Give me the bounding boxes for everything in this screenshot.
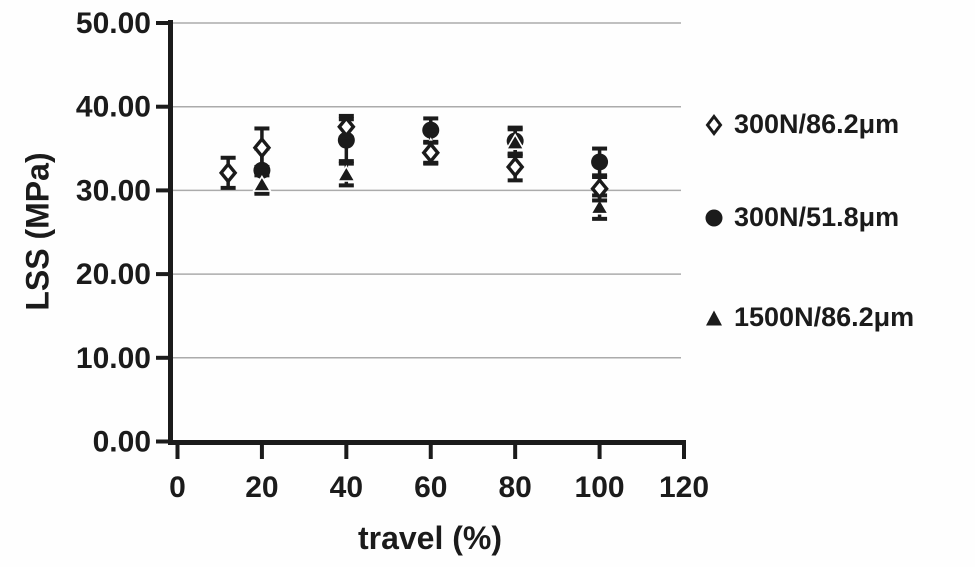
y-tick-label: 0.00 [93, 426, 151, 459]
y-tick-label: 20.00 [76, 258, 151, 291]
marker-triangle-icon [505, 133, 526, 150]
x-tick-label: 120 [659, 471, 709, 504]
x-tick-label: 40 [330, 471, 363, 504]
x-tick-label: 60 [414, 471, 447, 504]
marker-diamond-icon [505, 155, 525, 179]
marker-diamond-icon [252, 136, 272, 159]
marker-circle-icon [591, 153, 609, 171]
marker-diamond-icon [421, 141, 440, 164]
x-axis-title: travel (%) [357, 520, 503, 556]
x-tick-label: 80 [498, 471, 531, 504]
y-axis-title: LSS (MPa) [19, 152, 56, 311]
y-tick-label: 40.00 [76, 91, 151, 124]
marker-diamond-icon [218, 161, 238, 184]
marker-diamond-icon [337, 115, 356, 138]
x-tick-label: 20 [245, 471, 278, 504]
marker-triangle-icon [589, 197, 610, 215]
marker-triangle-icon [252, 174, 272, 192]
marker-triangle-icon [336, 164, 357, 182]
y-tick-label: 30.00 [76, 174, 151, 207]
x-tick-label: 100 [575, 471, 625, 504]
marker-diamond-icon [590, 177, 609, 200]
y-tick-label: 50.00 [76, 7, 151, 40]
x-tick-label: 0 [169, 471, 186, 504]
y-tick-label: 10.00 [76, 342, 151, 375]
